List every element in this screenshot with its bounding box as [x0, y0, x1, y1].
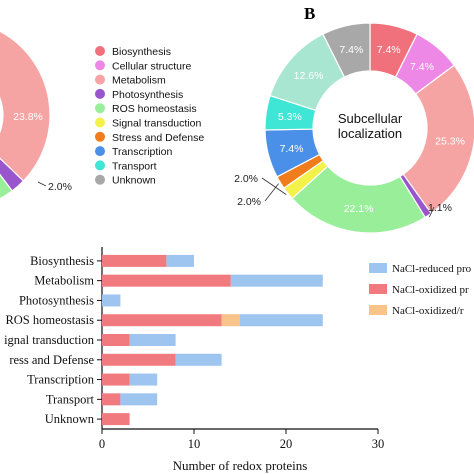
legend-label-signal-transduction: Signal transduction: [112, 118, 201, 130]
donut-center-label-line2: localization: [338, 126, 402, 141]
subcellular-donut-chart: 7.4% 7.4% 25.3% 1.1% 22.1% 2.0% 2.0% 7.4% 5.3% 12…: [234, 22, 474, 234]
slice-label-cellular-structure: 7.4%: [410, 61, 434, 73]
bar-signal-transduction-nacl-oxidized-pr: [102, 334, 130, 346]
bar-metabolism-nacl-oxidized-pr: [102, 274, 231, 287]
legend-marker-ros-homeostasis: [95, 103, 105, 114]
bar-legend-label-1: NaCl-reduced pro: [392, 263, 472, 275]
slice-label-other: 12.6%: [294, 70, 324, 82]
bar-ros-homeostasis-nacl-oxidized-pr: [102, 314, 222, 327]
legend-label-metabolism: Metabolism: [112, 75, 166, 87]
slice-label-stress-and-defense: 2.0%: [237, 196, 261, 208]
bar-unknown-nacl-oxidized-pr: [102, 413, 130, 426]
legend-label-transcription: Transcription: [112, 146, 172, 158]
donut-center-label-line1: Subcellular: [338, 111, 403, 126]
bar-transcription-nacl-oxidized-pr: [102, 373, 130, 386]
legend-marker-photosynthesis: [95, 88, 105, 99]
legend-marker-cellular-structure: [95, 60, 105, 71]
category-label-photosynthesis: Photosynthesis: [19, 293, 94, 307]
slice-label-photosynthesis: 1.1%: [428, 202, 452, 214]
legend-marker-signal-transduction: [95, 117, 105, 128]
category-label-transport: Transport: [46, 392, 95, 406]
category-label-transcription: Transcription: [27, 373, 95, 387]
left-slice-photosynthesis: [0, 157, 25, 192]
category-label-biosynthesis: Biosynthesis: [30, 254, 94, 268]
leader-line-photosynthesis: [428, 206, 435, 218]
legend-marker-stress-and-defense: [95, 131, 105, 142]
legend-label-unknown: Unknown: [112, 175, 156, 187]
category-label-ros-homeostasis: ROS homeostasis: [5, 313, 94, 327]
horizontal-bar-chart: 0 10 20 30 Biosynthesis Metabolism Photosynthe…: [4, 247, 384, 451]
bar-stress-and-defense-nacl-oxidized-pr: [102, 353, 176, 366]
legend-label-ros-homeostasis: ROS homeostasis: [112, 103, 197, 115]
legend-label-stress-and-defense: Stress and Defense: [112, 132, 204, 144]
left-leader-line: [37, 181, 47, 187]
bar-signal-transduction-nacl-reduced-pro: [129, 334, 176, 346]
category-legend: Biosynthesis Cellular structure Metabolism…: [95, 46, 204, 187]
leader-line-signal-transduction: [261, 177, 287, 195]
category-label-signal-transduction: ignal transduction: [4, 333, 95, 347]
slice-label-transcription: 7.4%: [280, 143, 304, 155]
left-slice-metabolism: [0, 30, 51, 182]
legend-marker-transcription: [95, 146, 105, 157]
bar-legend-swatch-2: [369, 284, 387, 294]
legend-marker-unknown: [95, 174, 105, 185]
bar-transport-nacl-reduced-pro: [120, 393, 158, 406]
slice-label-biosynthesis: 7.4%: [377, 44, 401, 56]
legend-label-transport: Transport: [112, 160, 157, 172]
bar-ros-homeostasis-nacl-reduced-pro: [240, 314, 323, 327]
legend-label-cellular-structure: Cellular structure: [112, 60, 192, 72]
slice-label-unknown: 7.4%: [339, 44, 363, 56]
category-label-metabolism: Metabolism: [34, 274, 94, 288]
legend-marker-transport: [95, 160, 105, 171]
left-slice-label-metabolism: 23.8%: [13, 111, 43, 123]
donut-slice-metabolism: [402, 64, 474, 215]
slice-label-metabolism: 25.3%: [435, 135, 465, 147]
left-donut-chart: 23.8% 2.0%: [0, 30, 72, 200]
category-label-stress-and-defense: ress and Defense: [9, 353, 94, 367]
x-axis-title: Number of redox proteins: [173, 458, 308, 473]
bar-legend: NaCl-reduced pro NaCl-oxidized pr NaCl-oxi…: [369, 263, 472, 317]
left-slice-ros-homeostasis: [0, 173, 14, 200]
slice-label-signal-transduction: 2.0%: [234, 173, 258, 185]
slice-label-transport: 5.3%: [278, 111, 302, 123]
bar-transport-nacl-oxidized-pr: [102, 393, 121, 406]
legend-marker-biosynthesis: [95, 46, 105, 56]
legend-label-photosynthesis: Photosynthesis: [112, 89, 183, 101]
donut-slice-unknown: [322, 22, 371, 78]
panel-letter-b: B: [304, 4, 315, 23]
bar-legend-swatch-1: [369, 263, 387, 273]
bar-biosynthesis-nacl-reduced-pro: [166, 254, 194, 267]
bar-photosynthesis-nacl-reduced-pro: [102, 294, 121, 307]
slice-label-ros-homeostasis: 22.1%: [344, 203, 374, 215]
bar-legend-swatch-3: [369, 305, 387, 315]
left-slice-label-photosynthesis: 2.0%: [48, 181, 72, 193]
bar-ros-homeostasis-nacl-oxidized-r: [221, 314, 240, 327]
bar-transcription-nacl-reduced-pro: [129, 373, 158, 386]
donut-slice-ros-homeostasis: [291, 165, 426, 234]
x-tick-label-30: 30: [372, 437, 385, 451]
bar-biosynthesis-nacl-oxidized-pr: [102, 254, 167, 267]
legend-marker-metabolism: [95, 74, 105, 85]
bar-legend-label-2: NaCl-oxidized pr: [392, 284, 469, 296]
x-tick-label-10: 10: [188, 437, 201, 451]
x-tick-label-0: 0: [99, 437, 105, 451]
legend-label-biosynthesis: Biosynthesis: [112, 46, 171, 58]
x-tick-label-20: 20: [280, 437, 293, 451]
leader-line-stress-and-defense: [264, 183, 279, 202]
bar-legend-label-3: NaCl-oxidized/r: [392, 305, 464, 317]
bar-metabolism-nacl-reduced-pro: [230, 274, 323, 287]
bar-stress-and-defense-nacl-reduced-pro: [175, 353, 222, 366]
category-label-unknown: Unknown: [45, 412, 95, 426]
